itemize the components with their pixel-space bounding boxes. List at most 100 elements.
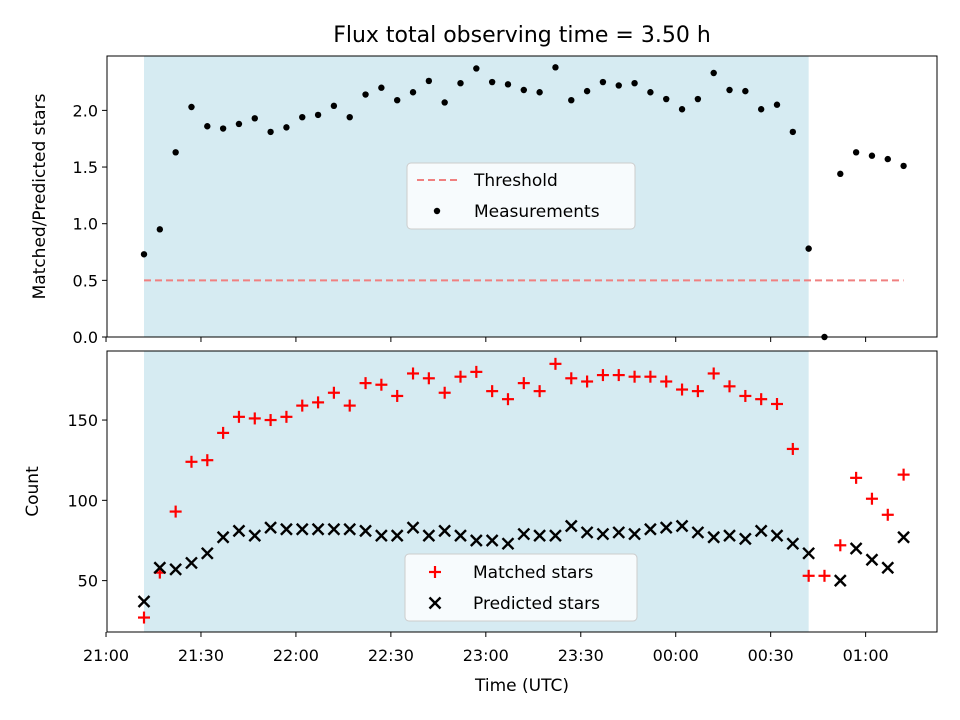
cross-stroke [406,521,420,534]
bottom-y-axis-label: Count [23,466,43,517]
cross-stroke [485,534,499,547]
matched-stars-point [549,357,562,370]
predicted-stars-point [564,519,578,533]
matched-stars-point [676,383,689,396]
predicted-stars-point [327,522,341,536]
matched-stars-point [865,492,878,505]
cross-stroke [216,530,230,544]
cross-stroke [185,556,198,570]
predicted-stars-point [200,546,214,560]
matched-stars-point [359,377,372,390]
predicted-stars-point [185,556,198,570]
measurement-point [378,84,385,91]
measurement-point [900,162,907,170]
measurement-point [204,123,211,130]
matched-stars-point [581,375,594,388]
x-tick-label: 22:00 [273,646,319,665]
matched-stars-point [169,505,182,518]
cross-stroke [153,561,167,575]
x-tick-label: 23:00 [463,646,509,665]
cross-stroke [659,521,673,534]
predicted-stars-point [232,524,246,538]
cross-stroke [754,524,768,538]
cross-stroke [248,529,262,543]
matched-stars-point [470,365,483,378]
cross-stroke [644,522,657,536]
cross-stroke [533,529,546,543]
predicted-stars-point [549,529,562,543]
cross-stroke [295,522,309,536]
measurement-point [346,113,353,121]
cross-stroke [343,522,357,536]
measurement-point [568,96,575,104]
matched-stars-point [802,569,815,582]
cross-stroke [438,524,452,538]
measurement-point [757,106,765,113]
measurement-point [441,99,448,106]
predicted-stars-point [137,595,151,608]
bottom-panel-marks [137,357,910,624]
matched-stars-point [834,539,847,552]
predicted-stars-point [153,561,167,575]
predicted-stars-point [580,526,594,539]
predicted-stars-point [612,526,626,539]
cross-stroke [628,527,641,541]
bottom-y-ticks: 50 100 150 [67,411,107,591]
cross-stroke [897,530,910,544]
predicted-stars-point [295,522,309,536]
cross-stroke [169,563,182,576]
cross-stroke [739,532,752,546]
x-tick-label: 00:30 [748,646,794,665]
matched-stars-point [217,426,230,439]
predicted-stars-point [659,521,673,534]
cross-stroke [596,527,610,541]
measurement-point [425,77,433,85]
measurement-point [552,64,559,71]
matched-stars-point [644,370,657,383]
predicted-stars-point [739,532,752,546]
matched-stars-point [312,396,325,409]
matched-stars-point [850,471,863,484]
measurement-point [583,87,591,95]
legend-cross [428,596,442,610]
cross-stroke [707,530,721,544]
measurement-point [473,65,480,72]
matched-stars-point [296,399,309,412]
top-y-axis-label: Matched/Predicted stars [30,93,50,299]
measurement-point [488,78,496,86]
predicted-stars-point [849,542,863,555]
predicted-stars-point [375,529,388,543]
predicted-stars-legend-marker [428,596,442,610]
y-tick-label: 0.5 [73,271,98,290]
predicted-stars-point [897,530,910,544]
bottom-legend-box [404,553,638,622]
measurements-legend-label: Measurements [474,202,600,222]
measurement-point [884,155,891,163]
x-tick-label: 00:00 [653,646,699,665]
cross-stroke [833,574,847,587]
measurement-point [520,86,527,94]
cross-stroke [390,529,404,543]
measurement-point [267,128,274,136]
predicted-stars-point [311,522,325,536]
matched-stars-point [138,611,150,624]
measurement-point [694,95,702,103]
measurement-point [726,86,733,94]
measurement-point [409,89,417,96]
measurement-point [631,79,638,87]
matched-stars-legend-label: Matched stars [473,563,593,583]
matched-stars-point [407,367,420,380]
x-axis-label: Time (UTC) [474,676,569,696]
measurement-point [837,170,844,178]
predicted-stars-point [723,529,736,543]
predicted-stars-point [754,524,768,538]
predicted-stars-point [359,524,372,538]
matched-stars-point [881,508,894,521]
matched-stars-point [771,397,783,410]
predicted-stars-point [833,574,847,587]
cross-stroke [375,529,388,543]
y-tick-label: 150 [67,411,98,430]
top-plot-frame [106,55,938,338]
cross-stroke [200,546,214,560]
